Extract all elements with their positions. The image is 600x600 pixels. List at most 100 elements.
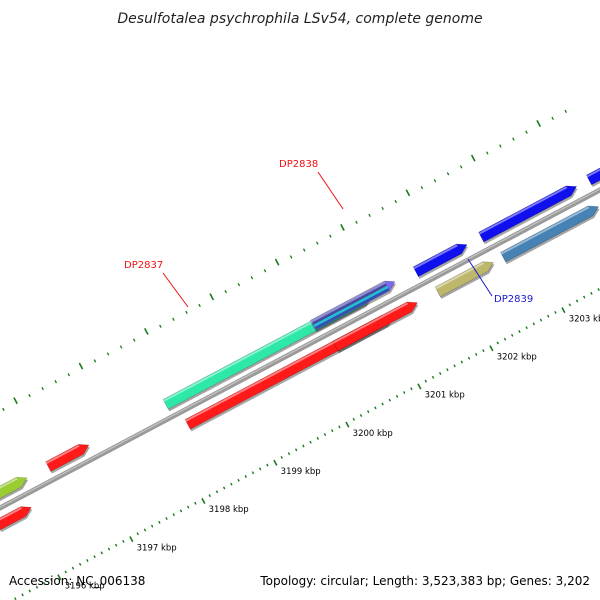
gene-feature-11 bbox=[585, 167, 600, 188]
inner-tick bbox=[21, 593, 24, 597]
gene-label-leader bbox=[317, 171, 344, 210]
gene-arrow bbox=[585, 167, 600, 186]
inner-tick bbox=[510, 333, 514, 337]
gene-feature-2 bbox=[45, 444, 90, 474]
inner-tick bbox=[71, 566, 75, 570]
outer-tick bbox=[41, 386, 44, 391]
gene-arrow bbox=[332, 301, 418, 352]
inner-tick bbox=[244, 475, 248, 479]
inner-tick bbox=[194, 501, 197, 505]
inner-tick bbox=[129, 536, 134, 543]
outer-tick bbox=[486, 151, 489, 155]
tick-label: 3202 kbp bbox=[497, 352, 537, 362]
inner-tick bbox=[352, 417, 356, 421]
inner-tick bbox=[230, 482, 233, 486]
inner-tick bbox=[323, 433, 327, 437]
outer-tick bbox=[13, 397, 18, 405]
inner-tick bbox=[482, 349, 485, 353]
inner-tick bbox=[143, 528, 147, 532]
outer-tick bbox=[78, 362, 84, 370]
gene-arrow bbox=[0, 476, 28, 499]
outer-tick bbox=[381, 206, 384, 211]
inner-tick bbox=[208, 494, 212, 498]
tick-label: 3200 kbp bbox=[353, 429, 393, 439]
inner-tick bbox=[150, 524, 154, 528]
gene-arrow bbox=[45, 444, 90, 472]
gene-label-dp2837: DP2837 bbox=[124, 260, 163, 271]
outer-tick bbox=[237, 283, 241, 287]
outer-tick bbox=[368, 213, 371, 217]
inner-tick bbox=[316, 436, 320, 440]
inner-tick bbox=[136, 532, 139, 536]
inner-tick bbox=[309, 440, 312, 444]
outer-tick bbox=[405, 189, 411, 197]
inner-tick bbox=[165, 517, 168, 520]
gene-feature-7 bbox=[412, 243, 469, 279]
inner-tick bbox=[302, 444, 305, 448]
inner-tick bbox=[345, 421, 350, 428]
gene-feature-10 bbox=[500, 205, 600, 265]
gene-feature-1 bbox=[0, 506, 33, 533]
outer-tick bbox=[106, 352, 110, 356]
tick-label: 3203 kbp bbox=[569, 314, 600, 324]
outer-tick bbox=[250, 276, 254, 280]
inner-tick bbox=[57, 574, 62, 581]
inner-tick bbox=[532, 322, 536, 326]
outer-tick bbox=[185, 310, 188, 315]
gene-label-dp2838: DP2838 bbox=[279, 159, 318, 170]
inner-tick bbox=[266, 463, 269, 467]
inner-tick bbox=[86, 559, 89, 562]
inner-tick bbox=[518, 330, 521, 333]
inner-tick bbox=[395, 394, 399, 398]
outer-tick bbox=[394, 199, 398, 204]
inner-tick bbox=[14, 597, 17, 600]
inner-tick bbox=[42, 581, 46, 585]
tick-label: 3201 kbp bbox=[425, 391, 465, 401]
inner-tick bbox=[583, 295, 586, 299]
genome-summary-text: Topology: circular; Length: 3,523,383 bp… bbox=[260, 574, 590, 588]
inner-tick bbox=[172, 513, 175, 517]
outer-tick bbox=[67, 373, 71, 377]
inner-tick bbox=[575, 299, 579, 303]
inner-tick bbox=[78, 562, 82, 566]
gene-arrow bbox=[500, 205, 600, 263]
inner-tick bbox=[280, 455, 284, 459]
gene-label-leader bbox=[162, 272, 189, 308]
outer-tick bbox=[355, 220, 358, 224]
inner-tick bbox=[410, 387, 413, 391]
inner-tick-marks bbox=[14, 288, 600, 600]
inner-tick bbox=[489, 345, 494, 352]
inner-tick bbox=[64, 570, 67, 574]
inner-tick bbox=[446, 368, 449, 372]
inner-tick bbox=[338, 425, 341, 429]
inner-tick bbox=[273, 459, 278, 466]
outer-tick bbox=[198, 303, 201, 308]
outer-tick bbox=[274, 258, 280, 266]
inner-tick bbox=[215, 490, 219, 494]
outer-tick bbox=[172, 317, 175, 321]
outer-tick bbox=[143, 327, 149, 335]
outer-tick bbox=[340, 223, 345, 231]
inner-tick bbox=[424, 379, 428, 383]
inner-tick bbox=[93, 555, 96, 559]
inner-tick bbox=[388, 398, 392, 402]
outer-tick bbox=[159, 324, 162, 328]
outer-tick bbox=[329, 234, 332, 238]
inner-tick bbox=[222, 486, 226, 490]
inner-tick bbox=[417, 383, 422, 390]
gene-arrow bbox=[434, 261, 494, 298]
tick-label: 3198 kbp bbox=[209, 505, 249, 515]
outer-tick bbox=[564, 109, 568, 114]
inner-tick bbox=[453, 364, 456, 368]
backbone-line bbox=[0, 187, 600, 511]
gene-features bbox=[0, 167, 600, 533]
gene-labels: DP2837 DP2838 DP2839 bbox=[124, 159, 533, 308]
tick-label: 3196 kbp bbox=[65, 581, 105, 591]
outer-tick bbox=[499, 144, 502, 148]
inner-tick bbox=[503, 337, 507, 341]
inner-tick bbox=[114, 543, 118, 547]
gene-feature-9 bbox=[478, 185, 578, 245]
outer-tick bbox=[289, 255, 293, 259]
inner-tick bbox=[258, 467, 262, 471]
